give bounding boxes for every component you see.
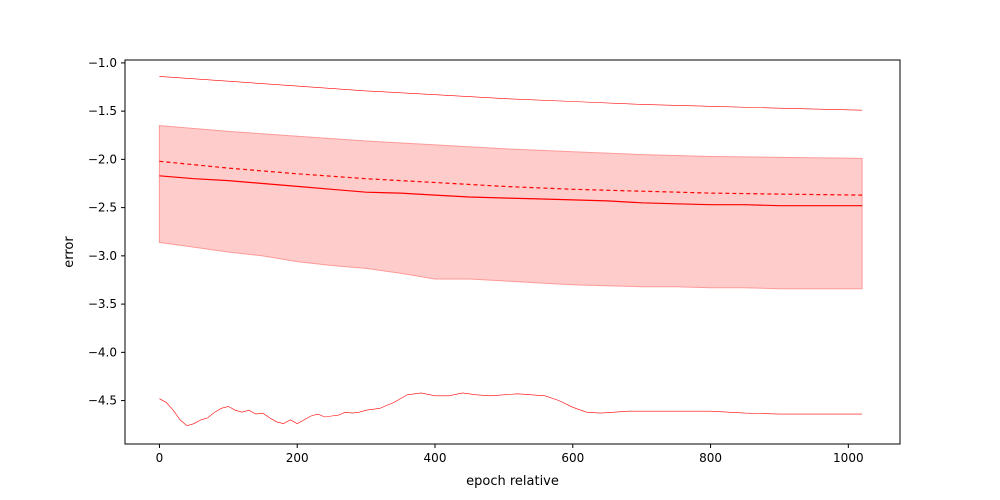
y-axis: −1.0 −1.5 −2.0 −2.5 −3.0 −3.5 −4.0 −4.5 [88,56,125,408]
y-tick-label: −1.0 [88,56,117,70]
y-tick-label: −3.5 [88,297,117,311]
x-tick-label: 600 [561,451,584,465]
y-tick-label: −1.5 [88,104,117,118]
x-tick-label: 800 [699,451,722,465]
series-line-dashed [159,160,863,196]
x-tick-label: 1000 [833,451,864,465]
y-axis-label: error [62,236,77,268]
confidence-band [158,125,863,290]
y-tick-label: −2.0 [88,152,117,166]
x-axis: 0 200 400 600 800 1000 [156,444,864,465]
plot-area [158,76,863,427]
x-tick-label: 0 [156,451,164,465]
y-tick-label: −4.0 [88,345,117,359]
series-line-mean [159,175,863,207]
y-tick-label: −2.5 [88,201,117,215]
x-axis-label: epoch relative [466,474,559,489]
y-tick-label: −4.5 [88,394,117,408]
x-tick-label: 200 [286,451,309,465]
series-line-lower-envelope [159,392,863,427]
x-tick-label: 400 [424,451,447,465]
y-tick-label: −3.0 [88,249,117,263]
series-line-upper-envelope [159,76,863,111]
axes-frame [124,59,901,445]
